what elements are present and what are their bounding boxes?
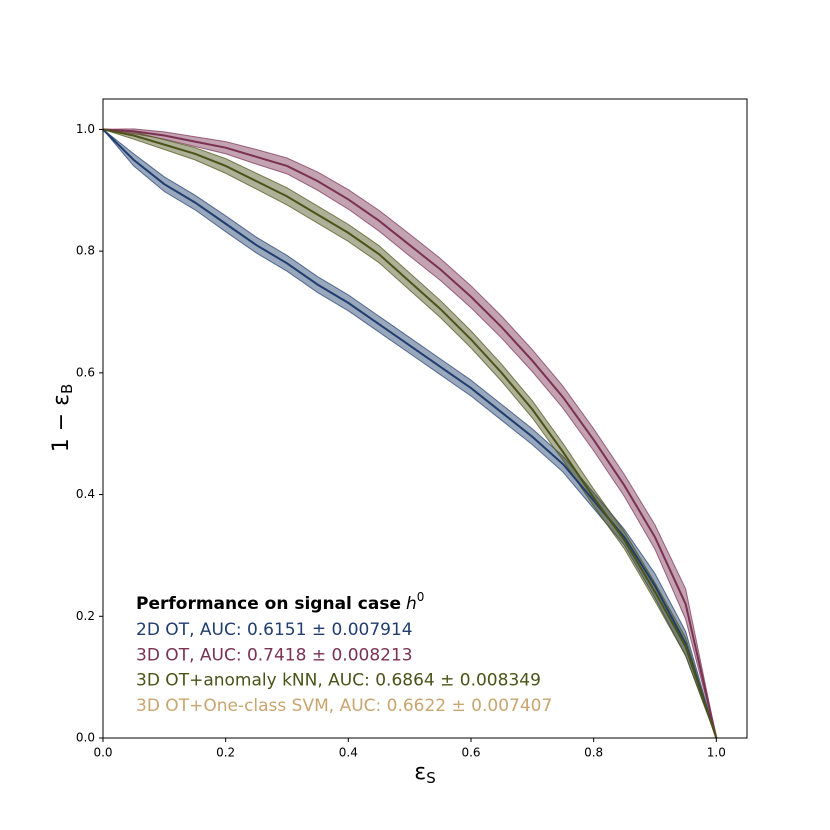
legend-entry: 3D OT+anomaly kNN, AUC: 0.6864 ± 0.00834… <box>136 671 541 691</box>
y-axis-label: 1 − εB <box>49 384 76 453</box>
legend-entry: 2D OT, AUC: 0.6151 ± 0.007914 <box>136 620 413 640</box>
plot-frame <box>102 98 748 739</box>
x-label-symbol: ε <box>414 760 426 785</box>
y-tick-label: 0.0 <box>76 731 95 745</box>
x-tick-label: 0.6 <box>461 746 480 760</box>
x-tick-label: 1.0 <box>707 746 726 760</box>
series-line <box>102 128 718 739</box>
legend-title-symbol: h <box>406 594 417 614</box>
y-tick-label: 0.2 <box>76 609 95 623</box>
y-tick-label: 1.0 <box>76 122 95 136</box>
y-tick-label: 0.6 <box>76 365 95 379</box>
x-tick-label: 0.0 <box>93 746 112 760</box>
x-label-subscript: S <box>426 769 436 787</box>
y-label-symbol: 1 − ε <box>49 394 74 452</box>
y-label-subscript: B <box>58 384 76 394</box>
y-tick-label: 0.4 <box>76 487 95 501</box>
legend-entry: 3D OT, AUC: 0.7418 ± 0.008213 <box>136 645 413 665</box>
legend-title-superscript: 0 <box>417 590 425 604</box>
legend-entry: 3D OT+One-class SVM, AUC: 0.6622 ± 0.007… <box>136 696 552 716</box>
x-tick-label: 0.4 <box>339 746 358 760</box>
y-tick-label: 0.8 <box>76 244 95 258</box>
series-line <box>102 128 718 739</box>
legend-title-text: Performance on signal case <box>136 594 401 614</box>
x-tick-label: 0.8 <box>584 746 603 760</box>
x-axis-label: εS <box>414 760 435 787</box>
x-tick-label: 0.2 <box>216 746 235 760</box>
legend-title: Performance on signal case h0 <box>136 590 424 615</box>
